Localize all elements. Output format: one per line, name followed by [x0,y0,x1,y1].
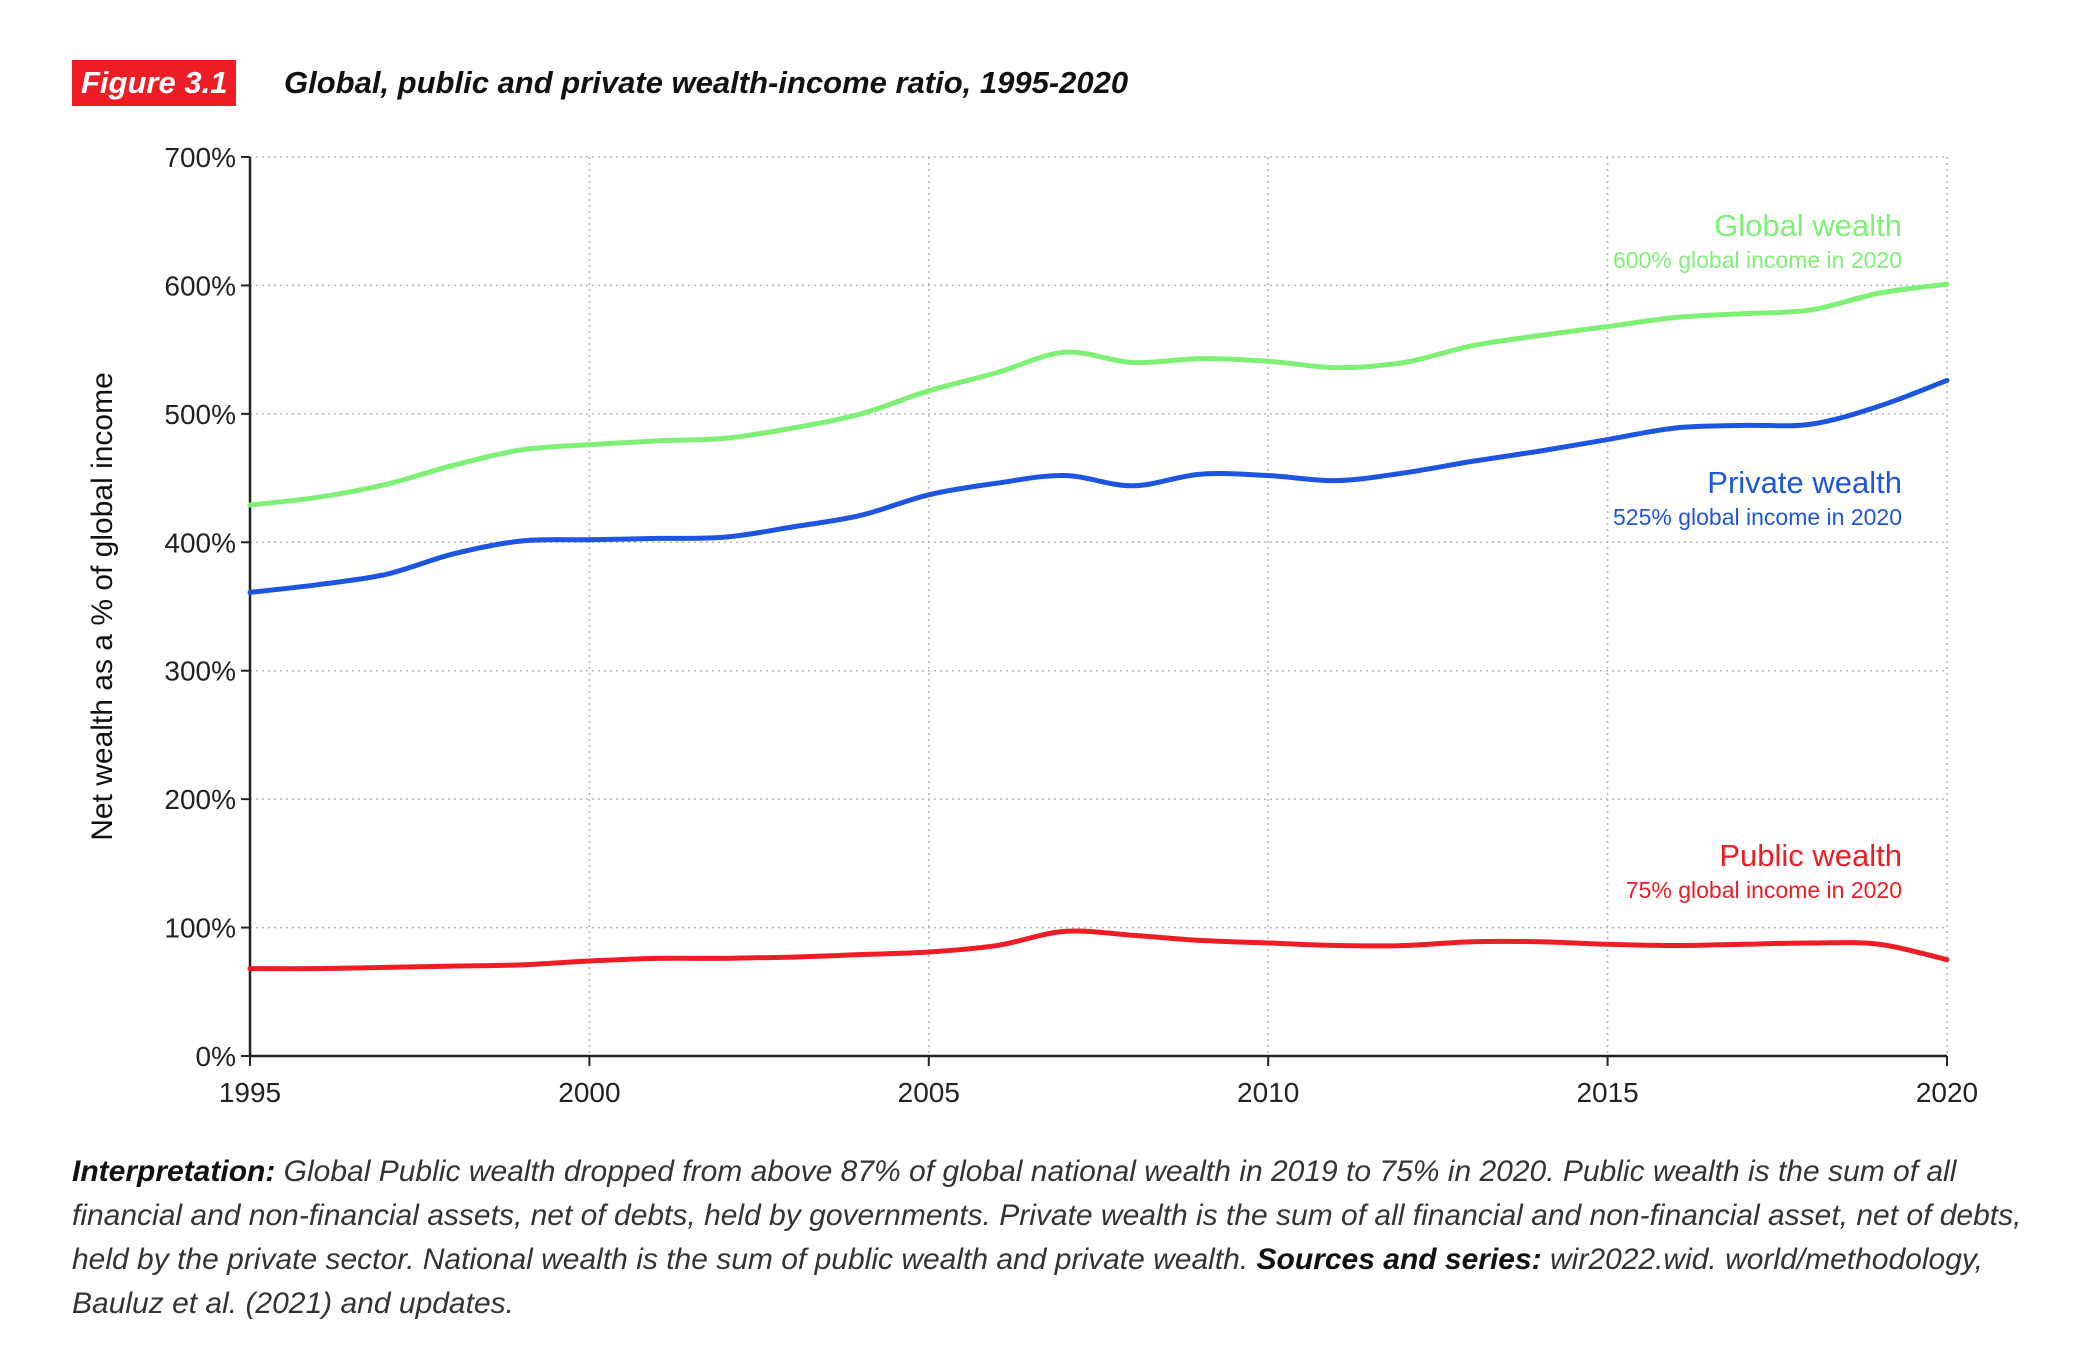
y-tick-label: 100% [164,913,236,944]
global-wealth-label: Global wealth [1714,208,1902,243]
public-wealth-sublabel: 75% global income in 2020 [1626,877,1902,903]
public-wealth-label: Public wealth [1719,838,1902,873]
interpretation-text: Global Public wealth dropped from above … [72,1155,2022,1276]
y-tick-label: 700% [164,142,236,173]
private-wealth-label: Private wealth [1707,465,1902,500]
series-layer [247,281,1950,972]
x-tick-label: 1995 [219,1077,281,1108]
sources-text: wir2022.wid. world/methodology, Bauluz e… [72,1243,1983,1320]
line-chart: 0% 100% 200% 300% 400% 500% 600% 700% 1995 2000 20… [86,142,1978,1108]
y-axis-label: Net wealth as a % of global income [86,372,119,841]
axis-layer: 0% 100% 200% 300% 400% 500% 600% 700% 1995 2000 20… [86,142,1978,1108]
series-label-layer: Global wealth 600% global income in 2020 P… [1613,208,1902,903]
y-tick-label: 300% [164,656,236,687]
y-tick-label: 400% [164,527,236,558]
global-wealth-line [247,281,1950,508]
y-tick-label: 0% [196,1041,236,1072]
x-tick-label: 2005 [898,1077,960,1108]
y-tick-label: 600% [164,270,236,301]
private-wealth-sublabel: 525% global income in 2020 [1613,504,1902,530]
y-tick-label: 500% [164,399,236,430]
grid-layer [250,156,1948,1056]
y-tick-label: 200% [164,784,236,815]
private-wealth-line [247,377,1950,595]
x-tick-label: 2010 [1237,1077,1299,1108]
figure-title: Global, public and private wealth-income… [284,65,1129,100]
interpretation-note: Interpretation: Global Public wealth dro… [72,1150,2032,1326]
x-tick-label: 2020 [1916,1077,1978,1108]
public-wealth-line [247,928,1950,972]
figure-label: Figure 3.1 [72,60,237,106]
x-tick-label: 2015 [1576,1077,1638,1108]
x-tick-label: 2000 [558,1077,620,1108]
global-wealth-sublabel: 600% global income in 2020 [1613,247,1902,273]
interpretation-label: Interpretation: [72,1155,276,1188]
sources-label: Sources and series: [1256,1243,1542,1276]
